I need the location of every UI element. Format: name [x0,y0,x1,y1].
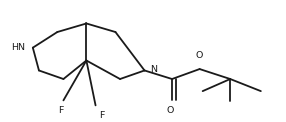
Text: O: O [167,106,174,115]
Text: HN: HN [11,43,25,52]
Text: O: O [196,51,203,60]
Text: F: F [58,106,63,115]
Text: F: F [99,111,104,120]
Text: N: N [150,65,157,74]
